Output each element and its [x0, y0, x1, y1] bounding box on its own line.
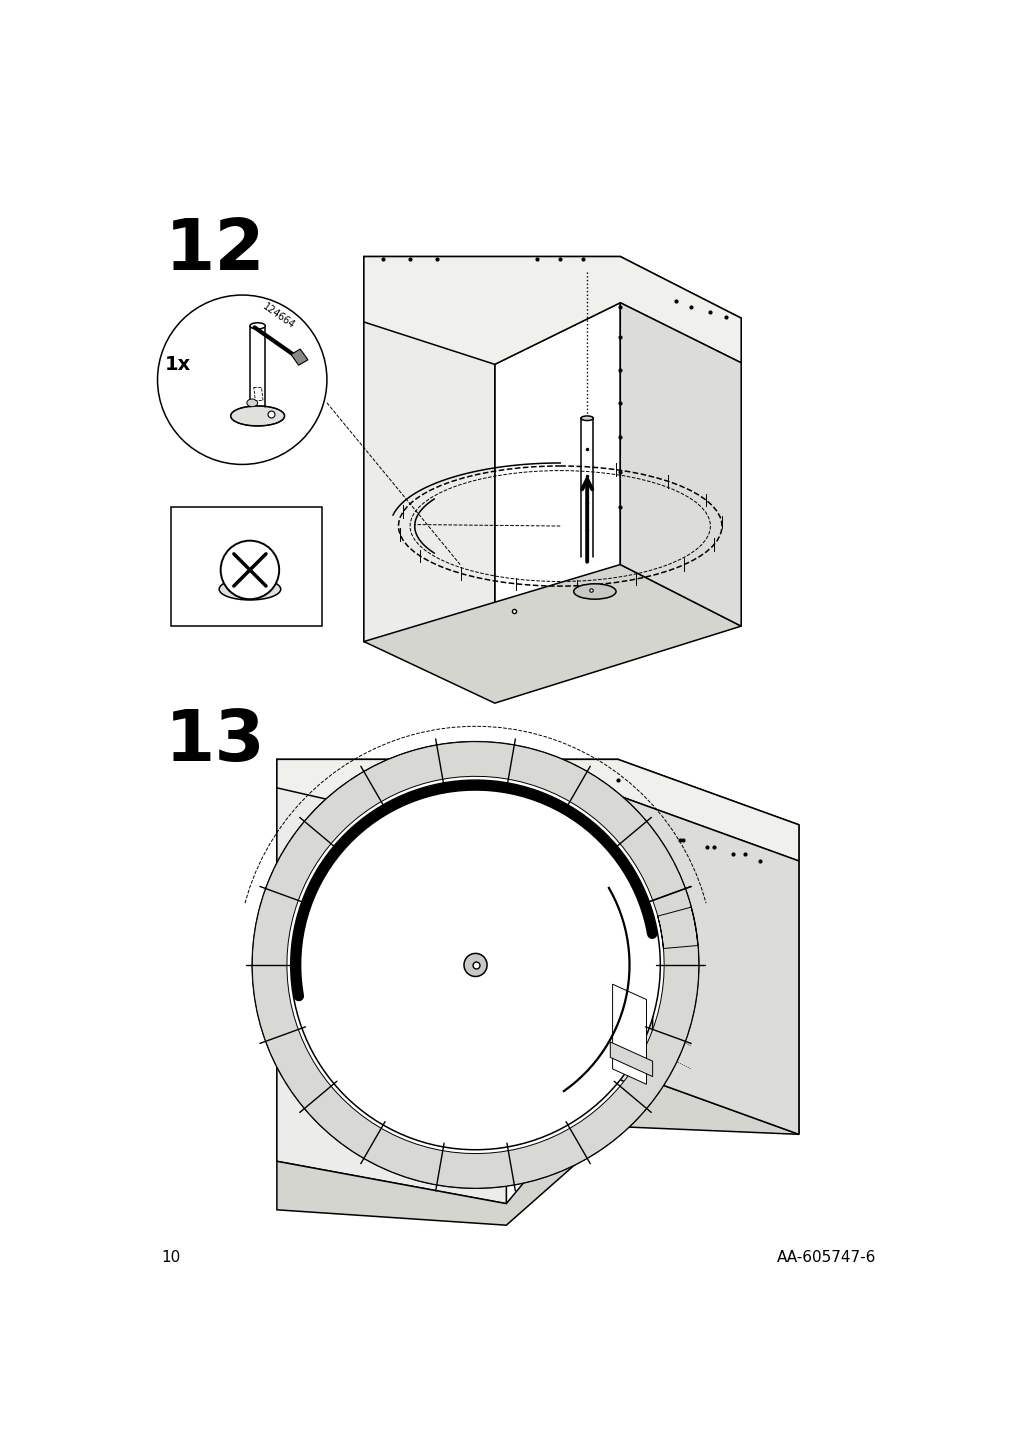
Polygon shape — [277, 1068, 798, 1226]
Polygon shape — [620, 256, 740, 626]
Ellipse shape — [219, 579, 280, 600]
Ellipse shape — [573, 584, 616, 599]
Circle shape — [158, 295, 327, 464]
Text: AA-605747-6: AA-605747-6 — [775, 1250, 876, 1264]
Polygon shape — [620, 302, 740, 626]
Polygon shape — [538, 759, 558, 788]
Circle shape — [290, 780, 659, 1150]
Polygon shape — [364, 256, 494, 680]
Polygon shape — [252, 742, 699, 1189]
Polygon shape — [610, 1042, 652, 1077]
Text: 10: 10 — [161, 1250, 180, 1264]
Polygon shape — [364, 256, 620, 680]
Text: 13: 13 — [164, 707, 265, 776]
Polygon shape — [612, 984, 646, 1084]
Text: 1x: 1x — [165, 355, 191, 374]
Circle shape — [220, 541, 279, 599]
Polygon shape — [618, 796, 798, 1134]
Ellipse shape — [242, 544, 258, 550]
Ellipse shape — [247, 400, 258, 407]
Ellipse shape — [250, 322, 265, 329]
Circle shape — [252, 742, 699, 1189]
Polygon shape — [291, 349, 307, 365]
Polygon shape — [277, 759, 506, 1204]
Polygon shape — [618, 759, 798, 1134]
Ellipse shape — [580, 415, 592, 421]
Bar — [171, 507, 321, 626]
Text: 12: 12 — [164, 216, 265, 285]
Polygon shape — [606, 949, 652, 1095]
Polygon shape — [364, 256, 740, 364]
Polygon shape — [277, 759, 618, 1204]
Text: 124664: 124664 — [261, 302, 296, 331]
Ellipse shape — [231, 405, 284, 425]
Polygon shape — [277, 759, 798, 861]
Polygon shape — [254, 388, 263, 401]
Polygon shape — [364, 564, 740, 703]
Ellipse shape — [463, 954, 486, 977]
